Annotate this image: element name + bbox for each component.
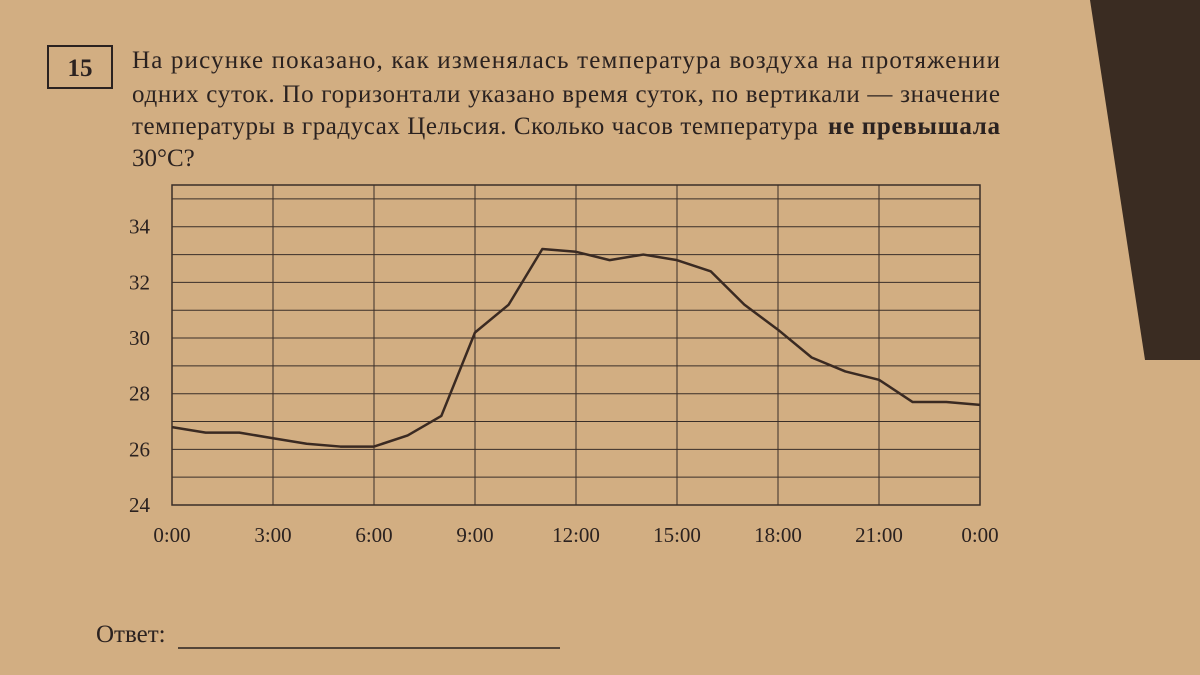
y-tick-label: 26: [129, 437, 150, 461]
x-tick-label: 21:00: [855, 523, 903, 547]
y-tick-label: 28: [129, 382, 150, 406]
answer-label: Ответ:: [96, 621, 166, 648]
temperature-line: [171, 247, 981, 448]
question-emphasis: не превышала: [828, 113, 1001, 140]
problem-number: 15: [68, 55, 93, 82]
number-box: [47, 45, 113, 89]
question-line: 30°C?: [132, 145, 195, 172]
y-tick-label: 24: [129, 493, 151, 517]
y-tick-label: 30: [129, 326, 150, 350]
x-tick-label: 9:00: [456, 523, 493, 547]
x-tick-label: 18:00: [754, 523, 802, 547]
x-tick-label: 0:00: [961, 523, 998, 547]
y-tick-label: 32: [129, 270, 150, 294]
x-tick-label: 15:00: [653, 523, 701, 547]
x-tick-label: 3:00: [254, 523, 291, 547]
x-tick-label: 0:00: [153, 523, 190, 547]
y-tick-label: 34: [129, 215, 151, 239]
x-tick-label: 12:00: [552, 523, 600, 547]
chart: 24 26 28 30 32 34 0:00 3:00 6:00 9:00 12:00 15:00 18…: [129, 184, 999, 547]
question-line: температуры в градусах Цельсия. Сколько …: [132, 113, 818, 140]
background-dark: [1090, 0, 1200, 360]
x-tick-label: 6:00: [355, 523, 392, 547]
question-line: На рисунке показано, как изменялась темп…: [132, 47, 1000, 74]
question-line: одних суток. По горизонтали указано врем…: [132, 81, 1000, 108]
